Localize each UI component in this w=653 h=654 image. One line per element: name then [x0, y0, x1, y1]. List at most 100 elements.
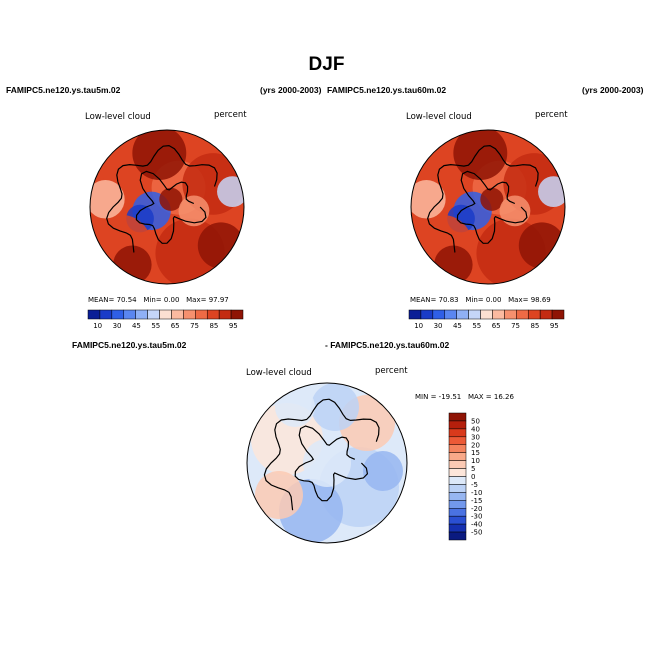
colorbar-cell	[195, 309, 208, 320]
map-field-cell	[434, 245, 473, 284]
map-field-cell	[132, 130, 187, 181]
colorbar-cell	[432, 309, 446, 320]
panel2-units: percent	[535, 110, 568, 120]
panel1-stats: MEAN= 70.54 Min= 0.00 Max= 97.97	[88, 296, 229, 304]
colorbar-tick-label: 10	[93, 322, 102, 330]
colorbar-cell	[448, 444, 467, 453]
colorbar-cell	[448, 452, 467, 461]
panel3-stats: MIN = -19.51 MAX = 16.26	[415, 393, 514, 401]
colorbar-tick-label: 75	[190, 322, 199, 330]
colorbar-tick-label: 30	[113, 322, 122, 330]
colorbar-tick-label: 95	[229, 322, 238, 330]
colorbar-cell	[448, 428, 467, 438]
colorbar-cell	[456, 309, 469, 320]
colorbar-cell	[448, 468, 467, 477]
colorbar-cell	[206, 309, 220, 320]
figure-title: DJF	[308, 54, 345, 75]
colorbar-tick-label: 0	[471, 473, 475, 481]
map-field-cell	[311, 383, 359, 431]
panel3-subtract-case: - FAMIPC5.ne120.ys.tau60m.02	[325, 340, 450, 350]
colorbar-cell	[448, 515, 467, 525]
panel3-case-name: FAMIPC5.ne120.ys.tau5m.02	[72, 340, 187, 350]
colorbar-tick-label: 50	[471, 417, 480, 425]
colorbar-cell	[468, 309, 481, 320]
colorbar-tick-label: -50	[471, 529, 482, 537]
map-coastline	[263, 398, 380, 511]
colorbar-tick-label: 5	[471, 465, 475, 473]
map-coastline	[427, 144, 539, 253]
panel2-years: (yrs 2000-2003)	[582, 85, 644, 95]
colorbar-tick-label: 95	[550, 322, 559, 330]
colorbar-cell	[448, 508, 467, 517]
panel1-units: percent	[214, 110, 247, 120]
colorbar-tick-label: -30	[471, 513, 482, 521]
panel2-stats: MEAN= 70.83 Min= 0.00 Max= 98.69	[410, 296, 551, 304]
colorbar-cell	[448, 420, 467, 430]
colorbar-tick-label: 40	[471, 425, 480, 433]
colorbar-tick-label: 65	[171, 322, 180, 330]
map-field-cell	[90, 180, 125, 219]
colorbar-cell	[230, 309, 244, 320]
colorbar-cell	[147, 309, 160, 320]
colorbar-tick-label: -20	[471, 505, 482, 513]
map-field-cell	[178, 195, 210, 227]
map-field-cell	[453, 130, 508, 181]
colorbar-cell	[448, 476, 467, 485]
panel2-map	[411, 130, 565, 284]
colorbar-cell	[183, 309, 196, 320]
colorbar-tick-label: 65	[492, 322, 501, 330]
colorbar-tick-label: 55	[472, 322, 481, 330]
colorbar-cell	[444, 309, 457, 320]
colorbar-cell	[448, 500, 467, 509]
panel1-years: (yrs 2000-2003)	[260, 85, 322, 95]
colorbar-cell	[448, 436, 467, 445]
colorbar-cell	[492, 309, 505, 320]
colorbar-tick-label: 85	[530, 322, 539, 330]
colorbar-tick-label: 15	[471, 449, 480, 457]
colorbar-cell	[123, 309, 136, 320]
map-field-cell	[538, 176, 565, 208]
colorbar-tick-label: -15	[471, 497, 482, 505]
map-outline	[89, 129, 245, 285]
map-field-cell	[275, 387, 315, 427]
colorbar-cell	[408, 309, 422, 320]
map-coastline	[106, 144, 218, 253]
map-outline	[410, 129, 566, 285]
colorbar-tick-label: 30	[471, 433, 480, 441]
colorbar-tick-label: -40	[471, 521, 482, 529]
map-field-cell	[363, 451, 403, 491]
colorbar-tick-label: 55	[151, 322, 160, 330]
colorbar-cell	[159, 309, 172, 320]
colorbar-cell	[87, 309, 101, 320]
panel3-variable: Low-level cloud	[246, 368, 312, 378]
panel1-map	[90, 130, 244, 284]
map-field-cell	[499, 195, 531, 227]
colorbar-tick-label: 20	[471, 441, 480, 449]
colorbar-cell	[99, 309, 113, 320]
map-outline	[246, 382, 408, 544]
map-field-cell	[411, 180, 446, 219]
colorbar-cell	[448, 531, 467, 541]
map-field-cell	[303, 439, 351, 487]
map-field-cell	[113, 245, 152, 284]
panel1-case-name: FAMIPC5.ne120.ys.tau5m.02	[6, 85, 121, 95]
colorbar-cell	[504, 309, 517, 320]
panel2-case-name: FAMIPC5.ne120.ys.tau60m.02	[327, 85, 447, 95]
panel3-map	[247, 383, 407, 543]
colorbars: 10 30 45 55 65 75 85 95 10 30 45 55 65 75 85 9550403020…	[87, 309, 565, 541]
colorbar-cell	[448, 523, 467, 533]
map-field-cell	[480, 187, 504, 211]
colorbar-tick-label: 10	[471, 457, 480, 465]
colorbar-tick-label: 45	[132, 322, 141, 330]
colorbar-tick-label: -10	[471, 489, 482, 497]
colorbar-cell	[448, 492, 467, 501]
colorbar-cell	[448, 484, 467, 493]
colorbar-cell	[135, 309, 148, 320]
colorbar-cell	[516, 309, 529, 320]
colorbar-cell	[539, 309, 553, 320]
colorbar-cell	[480, 309, 493, 320]
colorbar-tick-label: 10	[414, 322, 423, 330]
colorbar-tick-label: 75	[511, 322, 520, 330]
